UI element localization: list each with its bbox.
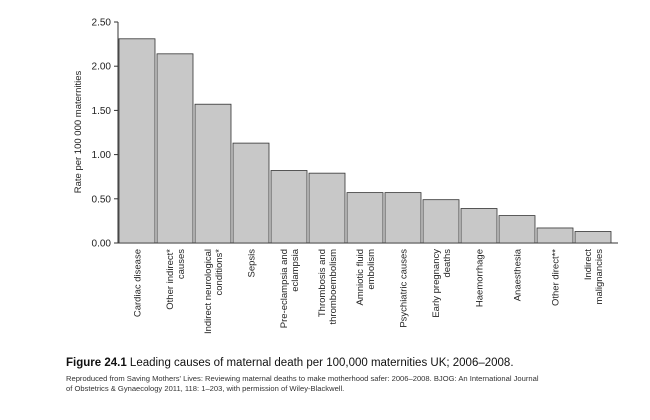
y-tick-label: 0.50 <box>92 194 112 205</box>
bar <box>232 142 270 244</box>
x-tick-label-line: Indirect <box>583 249 594 281</box>
x-tick-label: Indirect neurologicalconditions* <box>203 249 225 334</box>
x-tick-label-line: malignancies <box>594 249 605 305</box>
x-tick-label: Early pregnancydeaths <box>431 249 453 318</box>
x-tick-label-line: Cardiac disease <box>133 249 144 317</box>
bar <box>270 170 308 244</box>
bars <box>118 38 612 244</box>
figure-number: Figure 24.1 <box>66 357 127 369</box>
x-tick-label: Other direct** <box>551 249 562 306</box>
x-tick-label: Haemorrhage <box>475 249 486 307</box>
figure-source: Reproduced from Saving Mothers' Lives: R… <box>66 374 626 394</box>
x-tick-label-line: deaths <box>442 249 453 278</box>
bar <box>460 208 498 244</box>
x-tick-label-line: Other indirect* <box>165 249 176 310</box>
x-tick-label: Thrombosis andthromboembolism <box>317 249 339 325</box>
x-tick-label-line: embolism <box>366 249 377 290</box>
x-tick-label-line: thromboembolism <box>328 249 339 325</box>
bar-chart: 0.00 0.50 1.00 1.50 2.00 2.50 Cardiac disease… <box>73 18 618 334</box>
bar <box>498 215 536 244</box>
x-tick-label: Indirectmalignancies <box>583 249 605 305</box>
x-tick-label-line: Early pregnancy <box>431 249 442 318</box>
x-tick-label: Anaesthesia <box>513 248 524 301</box>
y-tick-label: 0.00 <box>92 239 112 250</box>
bar <box>156 53 194 244</box>
x-axis-labels: Cardiac disease Other indirect*causes Indi… <box>133 248 606 334</box>
x-tick-label: Psychiatric causes <box>399 249 410 328</box>
bar <box>384 192 422 244</box>
x-tick-label-line: causes <box>176 249 187 279</box>
bar <box>422 199 460 244</box>
y-tick-label: 2.00 <box>92 62 112 73</box>
bar <box>536 227 574 244</box>
x-tick-label-line: Anaesthesia <box>513 248 524 301</box>
x-tick-label: Sepsis <box>247 249 258 278</box>
x-tick-label-line: Indirect neurological <box>203 249 214 334</box>
bar <box>194 103 232 244</box>
x-tick-label-line: Haemorrhage <box>475 249 486 307</box>
bar <box>308 172 346 244</box>
figure-title: Figure 24.1 Leading causes of maternal d… <box>66 356 626 371</box>
y-tick-label: 2.50 <box>92 18 112 29</box>
x-tick-label-line: Psychiatric causes <box>399 249 410 328</box>
x-tick-label-line: Pre-eclampsia and <box>279 249 290 328</box>
x-tick-label: Other indirect*causes <box>165 249 187 310</box>
bar <box>346 192 384 244</box>
figure-caption: Figure 24.1 Leading causes of maternal d… <box>66 356 626 394</box>
x-tick-label-line: conditions* <box>214 249 225 296</box>
bar <box>118 38 156 244</box>
y-tick-label: 1.50 <box>92 106 112 117</box>
y-axis-label: Rate per 100 000 maternities <box>73 70 84 193</box>
y-tick-label: 1.00 <box>92 150 112 161</box>
bar <box>574 231 612 244</box>
figure-title-text: Leading causes of maternal death per 100… <box>129 357 514 369</box>
x-tick-label: Cardiac disease <box>133 249 144 317</box>
figure-source-line-2: of Obstetrics & Gynaecology 2011, 118: 1… <box>66 384 345 393</box>
figure-source-line-1: Reproduced from Saving Mothers' Lives: R… <box>66 374 539 383</box>
x-tick-label-line: Sepsis <box>247 249 258 278</box>
x-tick-label: Pre-eclampsia andeclampsia <box>279 248 301 328</box>
x-tick-label-line: Thrombosis and <box>317 249 328 317</box>
x-tick-label-line: eclampsia <box>290 248 301 291</box>
x-tick-label-line: Other direct** <box>551 249 562 306</box>
x-tick-label: Amniotic fluidembolism <box>355 249 377 306</box>
x-tick-label-line: Amniotic fluid <box>355 249 366 306</box>
